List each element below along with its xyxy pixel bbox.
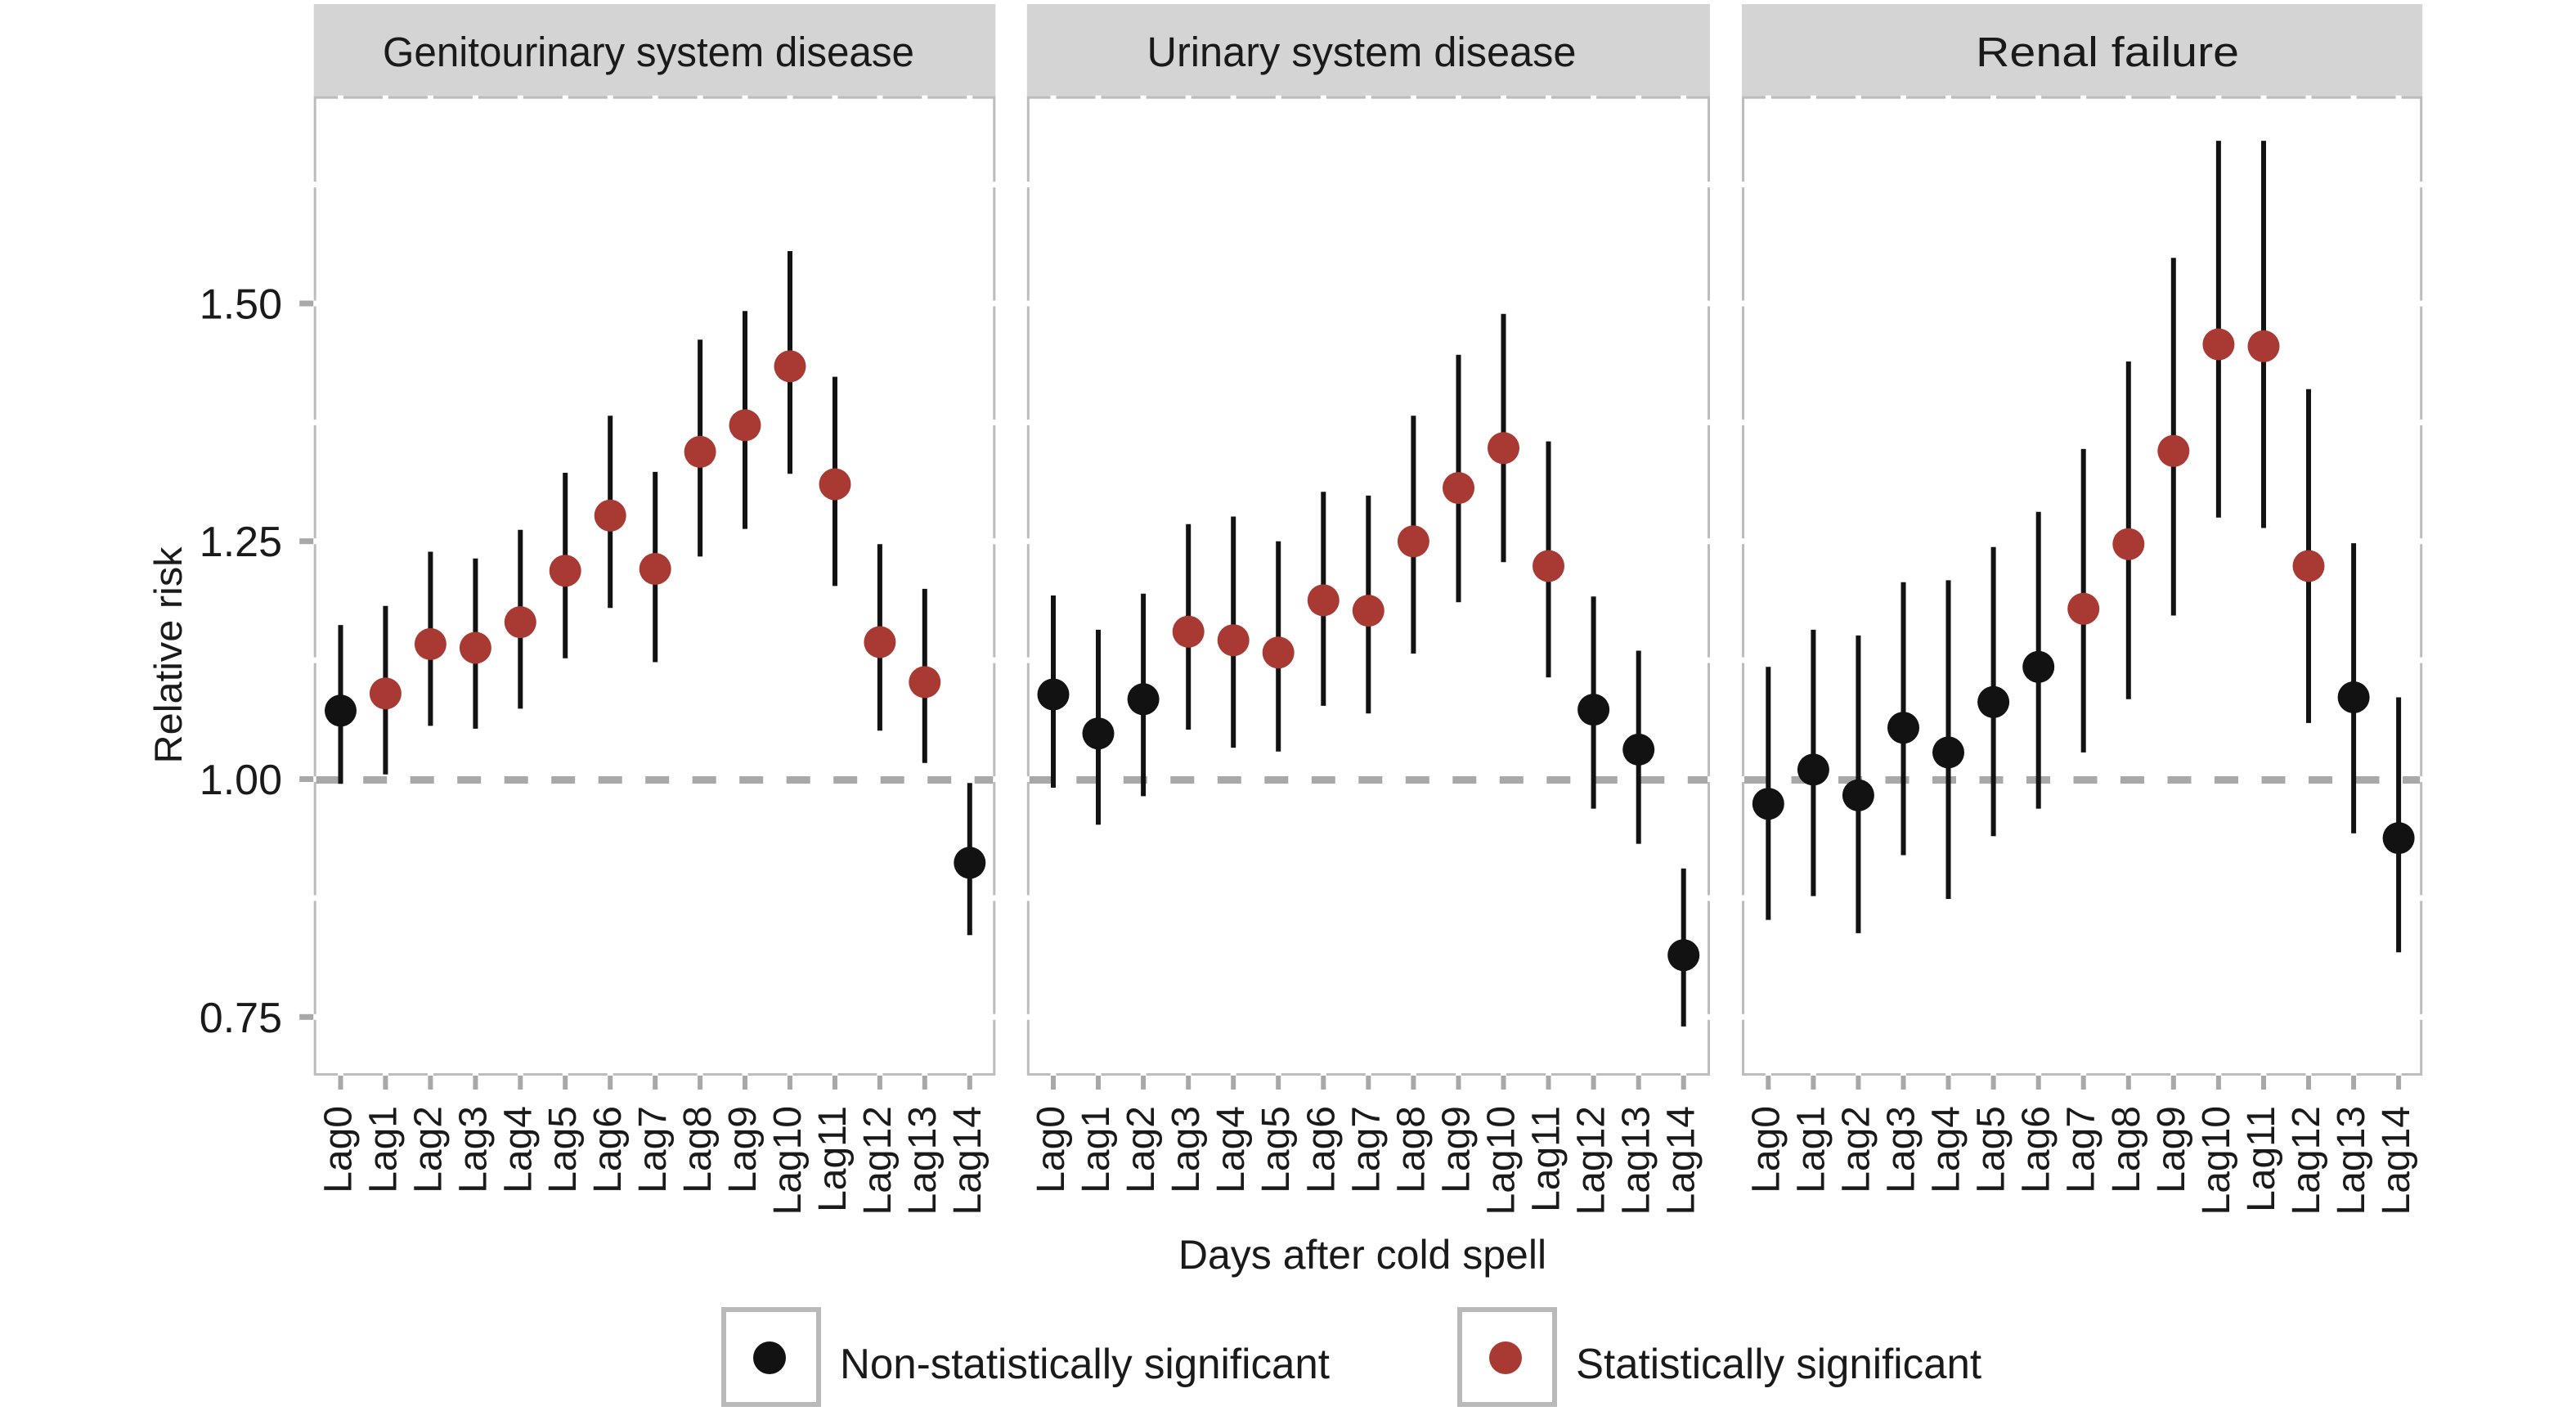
svg-text:Lag9: Lag9 [2150, 1106, 2193, 1193]
svg-text:Renal failure: Renal failure [1976, 29, 2239, 75]
svg-text:Lag4: Lag4 [496, 1106, 540, 1193]
svg-text:Genitourinary system disease: Genitourinary system disease [383, 29, 914, 75]
svg-text:Lag7: Lag7 [1344, 1106, 1388, 1193]
svg-text:Lag3: Lag3 [1880, 1106, 1923, 1193]
svg-text:Lag8: Lag8 [1389, 1106, 1433, 1193]
svg-text:Lag14: Lag14 [946, 1106, 990, 1215]
svg-text:Lag5: Lag5 [1254, 1106, 1298, 1193]
svg-text:Lag11: Lag11 [1525, 1106, 1568, 1212]
svg-text:Lag0: Lag0 [1744, 1106, 1788, 1193]
svg-text:0.75: 0.75 [200, 995, 282, 1042]
svg-text:Days after cold spell: Days after cold spell [1178, 1232, 1546, 1278]
svg-text:Lag9: Lag9 [721, 1106, 765, 1193]
svg-text:Lag11: Lag11 [2240, 1106, 2283, 1212]
svg-text:Non-statistically significant: Non-statistically significant [840, 1341, 1331, 1388]
svg-text:Lag12: Lag12 [856, 1106, 900, 1215]
svg-text:1.25: 1.25 [200, 519, 282, 566]
svg-text:Relative risk: Relative risk [146, 546, 190, 764]
svg-text:Lag0: Lag0 [1030, 1106, 1073, 1193]
svg-text:Lag3: Lag3 [1165, 1106, 1208, 1193]
svg-text:1.50: 1.50 [200, 281, 282, 329]
svg-text:Lag13: Lag13 [2330, 1106, 2373, 1215]
svg-text:Lag10: Lag10 [2195, 1106, 2238, 1215]
svg-text:Lag13: Lag13 [1615, 1106, 1658, 1215]
svg-text:Lag14: Lag14 [2375, 1106, 2418, 1215]
svg-text:Lag2: Lag2 [1120, 1106, 1163, 1193]
svg-text:Statistically significant: Statistically significant [1576, 1341, 1982, 1388]
svg-text:Lag4: Lag4 [1209, 1106, 1253, 1193]
svg-text:Lag7: Lag7 [2060, 1106, 2103, 1193]
svg-text:Lag2: Lag2 [1834, 1106, 1878, 1193]
svg-text:Lag13: Lag13 [901, 1106, 945, 1215]
svg-text:Lag5: Lag5 [1970, 1106, 2013, 1193]
svg-text:Lag9: Lag9 [1435, 1106, 1479, 1193]
svg-text:Lag6: Lag6 [2015, 1106, 2058, 1193]
svg-text:Lag7: Lag7 [631, 1106, 675, 1193]
svg-text:Lag11: Lag11 [811, 1106, 855, 1212]
svg-text:Lag4: Lag4 [1925, 1106, 1968, 1193]
svg-text:Lag8: Lag8 [676, 1106, 720, 1193]
svg-text:Lag6: Lag6 [1299, 1106, 1343, 1193]
svg-text:Lag10: Lag10 [1480, 1106, 1524, 1215]
svg-text:Lag0: Lag0 [317, 1106, 361, 1193]
svg-text:1.00: 1.00 [200, 757, 282, 804]
svg-text:Lag14: Lag14 [1660, 1106, 1703, 1215]
svg-text:Urinary system disease: Urinary system disease [1147, 29, 1577, 75]
svg-text:Lag10: Lag10 [766, 1106, 810, 1215]
svg-text:Lag12: Lag12 [1570, 1106, 1613, 1215]
svg-text:Lag8: Lag8 [2105, 1106, 2148, 1193]
svg-text:Lag5: Lag5 [541, 1106, 585, 1193]
svg-text:Lag1: Lag1 [1075, 1106, 1118, 1193]
svg-text:Lag1: Lag1 [1789, 1106, 1833, 1193]
svg-text:Lag3: Lag3 [451, 1106, 495, 1193]
svg-text:Lag2: Lag2 [406, 1106, 450, 1193]
svg-text:Lag1: Lag1 [361, 1106, 405, 1193]
svg-text:Lag6: Lag6 [586, 1106, 630, 1193]
svg-text:Lag12: Lag12 [2285, 1106, 2328, 1215]
